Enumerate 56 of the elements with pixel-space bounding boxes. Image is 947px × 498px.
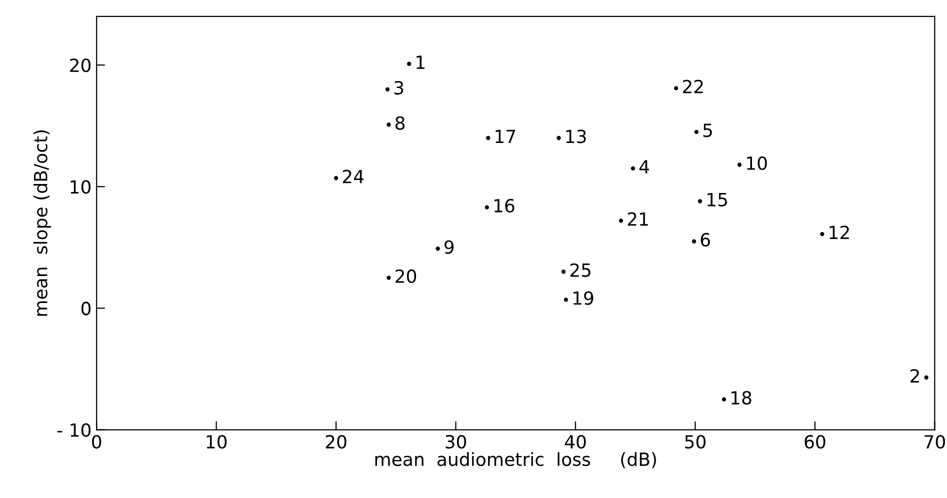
annotation: 1 xyxy=(416,56,424,69)
point xyxy=(486,136,490,140)
y-tick-label: - 10 xyxy=(57,423,91,437)
point xyxy=(722,397,726,402)
point xyxy=(556,136,561,140)
x-tick-label: 50 xyxy=(685,434,706,449)
point xyxy=(484,205,489,210)
point xyxy=(820,232,824,236)
x-tick-label: 20 xyxy=(326,434,346,449)
annotation: 22 xyxy=(682,80,703,94)
annotation: 19 xyxy=(573,291,594,305)
y-tick-label: 10 xyxy=(70,180,91,194)
point xyxy=(924,375,928,380)
x-axis-title: mean audiometric loss (dB) xyxy=(375,452,656,468)
point xyxy=(674,86,678,90)
annotation: 12 xyxy=(830,226,849,240)
annotation: 10 xyxy=(747,156,767,170)
point xyxy=(334,176,338,180)
x-tick-label: 30 xyxy=(446,434,466,449)
annotation: 3 xyxy=(394,80,404,95)
point xyxy=(698,199,702,204)
y-axis-title: mean slope (dB/oct) xyxy=(33,130,51,316)
point xyxy=(385,87,390,92)
annotation: 24 xyxy=(342,170,364,184)
point xyxy=(692,239,696,244)
annotation: 18 xyxy=(732,390,752,405)
point xyxy=(630,166,636,170)
point xyxy=(407,62,412,66)
y-tick-label: 0 xyxy=(81,302,91,316)
annotation: 17 xyxy=(496,130,516,143)
annotation: 9 xyxy=(444,240,454,254)
annotation: 16 xyxy=(494,198,514,213)
point xyxy=(694,130,699,134)
y-tick-label: 20 xyxy=(70,58,91,72)
annotation: 4 xyxy=(639,160,650,174)
point xyxy=(561,270,566,274)
x-tick-label: 70 xyxy=(924,434,945,449)
annotation: 15 xyxy=(708,193,727,206)
annotation: 6 xyxy=(700,232,710,247)
x-tick-label: 10 xyxy=(206,434,227,449)
x-tick-label: 0 xyxy=(92,434,102,449)
annotation: 20 xyxy=(396,269,416,284)
point xyxy=(386,122,391,127)
annotation: 8 xyxy=(396,116,405,130)
point xyxy=(386,276,391,280)
point xyxy=(436,246,440,251)
x-tick-label: 40 xyxy=(564,434,586,449)
point xyxy=(737,162,742,167)
point xyxy=(564,298,568,302)
point xyxy=(618,218,624,223)
annotation: 21 xyxy=(628,212,648,226)
annotation: 13 xyxy=(566,130,586,144)
annotation: 5 xyxy=(703,124,712,138)
annotation: 25 xyxy=(570,263,590,277)
x-tick-label: 60 xyxy=(804,434,826,449)
annotation: 2 xyxy=(910,369,919,382)
